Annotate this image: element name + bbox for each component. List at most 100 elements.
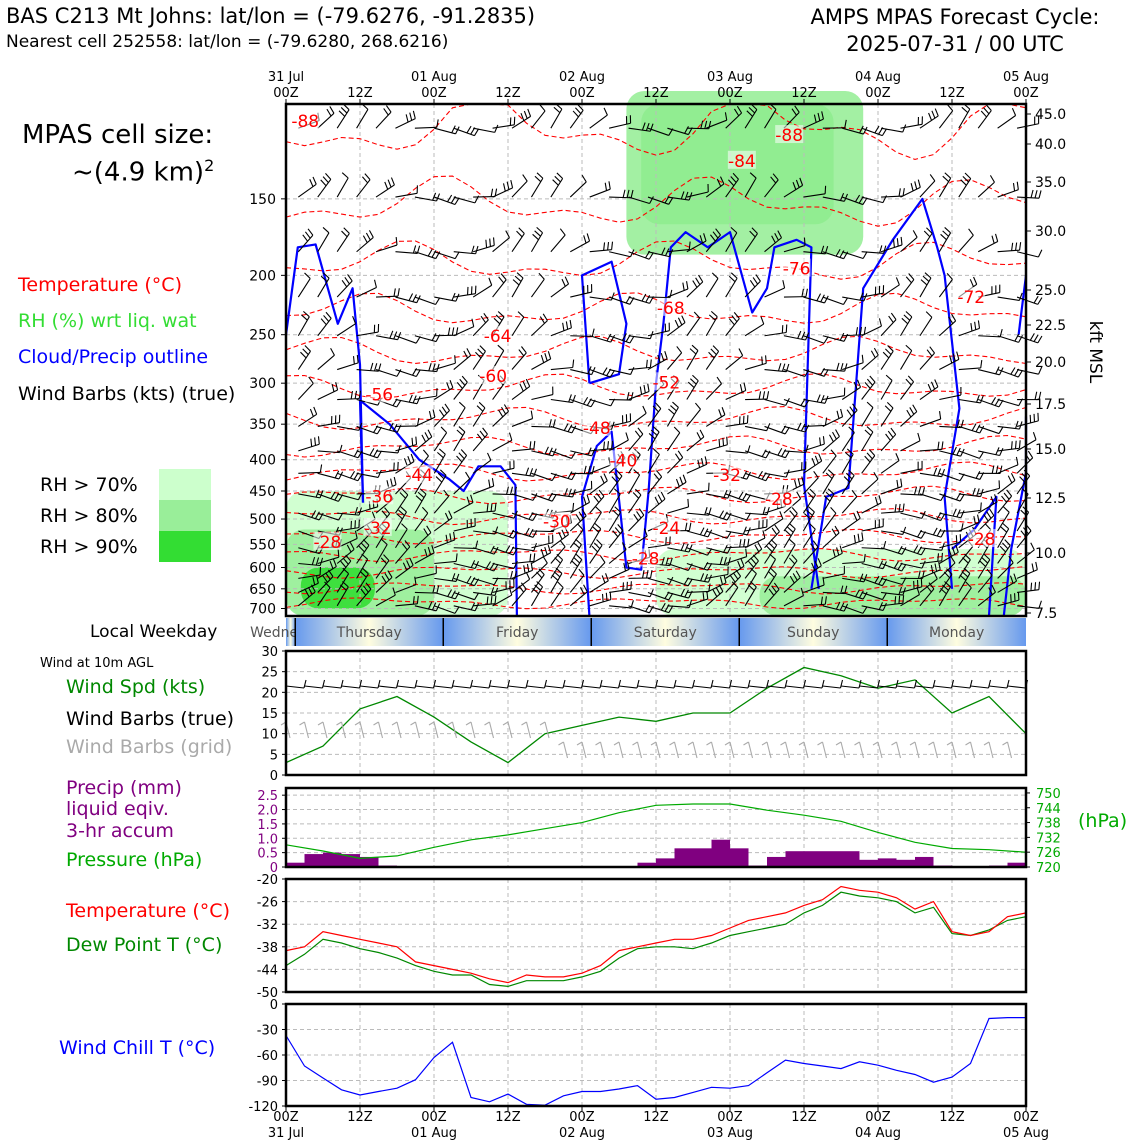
wind-barb-flag	[320, 318, 327, 326]
wind-barb-shaft	[434, 251, 456, 260]
wind-barb-flag	[454, 251, 460, 259]
wind-barb-flag	[808, 506, 815, 513]
wind-barb-true	[526, 685, 545, 689]
temperature-label: -28	[314, 533, 342, 553]
wind-barb-flag	[844, 119, 847, 128]
legend-temperature-line: Temperature (°C)	[66, 900, 230, 922]
wind-barb-flag	[657, 494, 663, 502]
wind-barb-flag	[377, 450, 382, 459]
wind-barb-flag	[438, 409, 445, 417]
wind-barb-flag	[972, 487, 976, 496]
precip-bar	[915, 856, 934, 867]
temperature-label: -32	[364, 519, 392, 539]
wind-barb-flag	[1018, 440, 1021, 449]
wind-barb-flag	[360, 588, 367, 596]
wind-barb-flag	[854, 194, 861, 203]
wind-panel-ytick-label: 15	[261, 707, 278, 722]
wind-panel-ytick-label: 5	[270, 748, 278, 763]
wind-barb-true	[822, 685, 841, 689]
wind-barb-true-flag	[395, 679, 400, 689]
wind-barb-flag	[665, 557, 669, 566]
rh-area-rh90	[300, 567, 375, 609]
wind-barb-flag	[516, 230, 523, 238]
wind-barb-flag	[959, 574, 967, 581]
wind-barb-shaft	[764, 472, 787, 478]
windchill-panel-ytick-label: -60	[257, 1049, 278, 1064]
wind-barb-flag	[307, 587, 313, 595]
wind-barb-flag	[572, 110, 579, 118]
wind-barb-grid	[729, 741, 735, 759]
wind-barb-true	[877, 685, 897, 689]
wind-barb-flag	[508, 432, 513, 441]
wind-barb-shaft	[938, 279, 953, 298]
wind-barb-flag	[700, 573, 705, 582]
wind-barb-flag	[797, 422, 802, 431]
wind-barb-flag	[902, 124, 907, 133]
wind-barb-flag	[478, 401, 486, 409]
wind-barb-shaft	[589, 512, 602, 532]
wind-barb-flag	[769, 553, 776, 560]
wind-barb-flag	[861, 354, 864, 363]
wind-barb-flag	[583, 496, 587, 505]
wind-barb-flag	[785, 469, 790, 478]
wind-barb-grid	[488, 721, 495, 739]
bottom-date-label: 01 Aug	[411, 1126, 457, 1140]
wind-barb-flag	[840, 408, 844, 417]
wind-barb-flag	[1008, 555, 1014, 564]
wind-barb-shaft	[725, 556, 747, 565]
wind-barb-flag	[447, 589, 453, 597]
kft-tick-label: 10.0	[1035, 546, 1066, 562]
wind-barb-flag	[952, 508, 957, 517]
wind-barb-flag	[863, 553, 866, 562]
wind-barb-flag	[976, 488, 980, 497]
wind-barb-flag	[638, 508, 645, 516]
wind-barb-flag	[668, 197, 674, 205]
wind-barb-grid-flag	[724, 741, 731, 746]
wind-barb-shaft	[492, 237, 510, 253]
kft-tick-label: 35.0	[1035, 175, 1066, 191]
wind-barb-flag	[723, 574, 727, 583]
wind-barb-shaft	[336, 323, 356, 337]
wind-barb-flag	[409, 557, 414, 566]
wind-barb-flag	[579, 587, 585, 595]
wind-barb-flag	[431, 602, 437, 611]
wind-barb-shaft	[919, 547, 942, 551]
rh-area-rh80	[759, 576, 1026, 616]
wind-barb-shaft	[569, 529, 584, 549]
temperature-label-bg	[479, 365, 508, 384]
wind-barb-flag	[1013, 573, 1018, 582]
wind-barb-shaft	[473, 195, 496, 198]
wind-barb-flag	[617, 524, 624, 531]
wind-barb-flag	[931, 110, 936, 119]
wind-barb-flag	[608, 181, 611, 190]
wind-barb-shaft	[1016, 369, 1039, 375]
wind-barb-flag	[455, 553, 458, 562]
wind-barb-flag	[895, 277, 900, 286]
wind-barb-shaft	[473, 530, 496, 535]
wind-barb-true-flag	[340, 679, 344, 689]
wind-barb-flag	[825, 472, 833, 479]
wind-barb-flag	[817, 112, 821, 121]
wind-barb-flag	[902, 595, 905, 604]
wind-barb-flag	[941, 441, 944, 450]
wind-barb-flag	[609, 369, 616, 378]
wind-barb-flag	[516, 272, 524, 279]
wind-barb-grid	[803, 741, 809, 759]
wind-barb-flag	[611, 476, 618, 483]
wind-barb-flag	[682, 282, 685, 291]
wind-barb-flag	[697, 459, 701, 468]
wind-barb-shaft	[744, 323, 765, 337]
wind-barb-flag	[553, 571, 561, 578]
wind-barb-flag	[322, 575, 328, 583]
temperature-label: -32	[713, 466, 741, 486]
wind-barb-flag	[436, 363, 440, 372]
wind-barb-flag	[309, 408, 314, 417]
wind-barb-flag	[836, 362, 840, 371]
wind-barb-shaft	[569, 574, 585, 593]
wind-barb-grid	[747, 741, 754, 759]
wind-barb-flag	[652, 405, 659, 413]
wind-barb-shaft	[570, 488, 592, 495]
wind-barb-flag	[855, 589, 860, 597]
wind-barb-shaft	[317, 450, 340, 454]
